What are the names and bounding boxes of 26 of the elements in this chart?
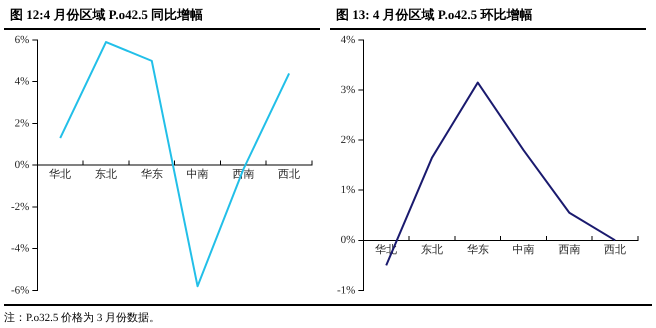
x-tick-label: 华东 [466, 242, 489, 256]
x-tick-label: 东北 [94, 168, 117, 181]
chart-title: 图 13: 4 月份区域 P.o42.5 环比增幅 [330, 0, 646, 30]
y-tick-label: 4% [340, 34, 356, 46]
x-tick-label: 西北 [278, 168, 300, 181]
y-tick-label: 2% [340, 134, 356, 146]
x-tick-label: 华东 [140, 168, 163, 181]
y-tick-label: 0% [14, 159, 30, 172]
text: 注：P.o32.5 价格为 3 月份数据。 [4, 312, 160, 324]
chart-title: 图 12:4 月份区域 P.o42.5 同比增幅 [4, 0, 320, 30]
x-tick-label: 西南 [558, 242, 580, 256]
y-tick-label: 6% [14, 34, 30, 46]
y-tick-label: -1% [337, 284, 356, 296]
x-tick-label: 西北 [604, 242, 626, 256]
y-tick-label: 3% [340, 84, 356, 96]
y-tick-label: 2% [14, 117, 30, 130]
x-tick-label: 东北 [420, 242, 443, 256]
y-tick-label: 1% [340, 184, 356, 196]
y-tick-label: 0% [340, 234, 356, 246]
y-tick-label: -2% [11, 200, 30, 213]
x-tick-label: 中南 [186, 168, 209, 181]
y-tick-label: -6% [11, 284, 30, 296]
x-tick-label: 华北 [49, 168, 72, 181]
y-tick-label: -4% [11, 242, 30, 255]
x-tick-label: 中南 [512, 242, 535, 256]
y-tick-label: 4% [14, 76, 30, 88]
